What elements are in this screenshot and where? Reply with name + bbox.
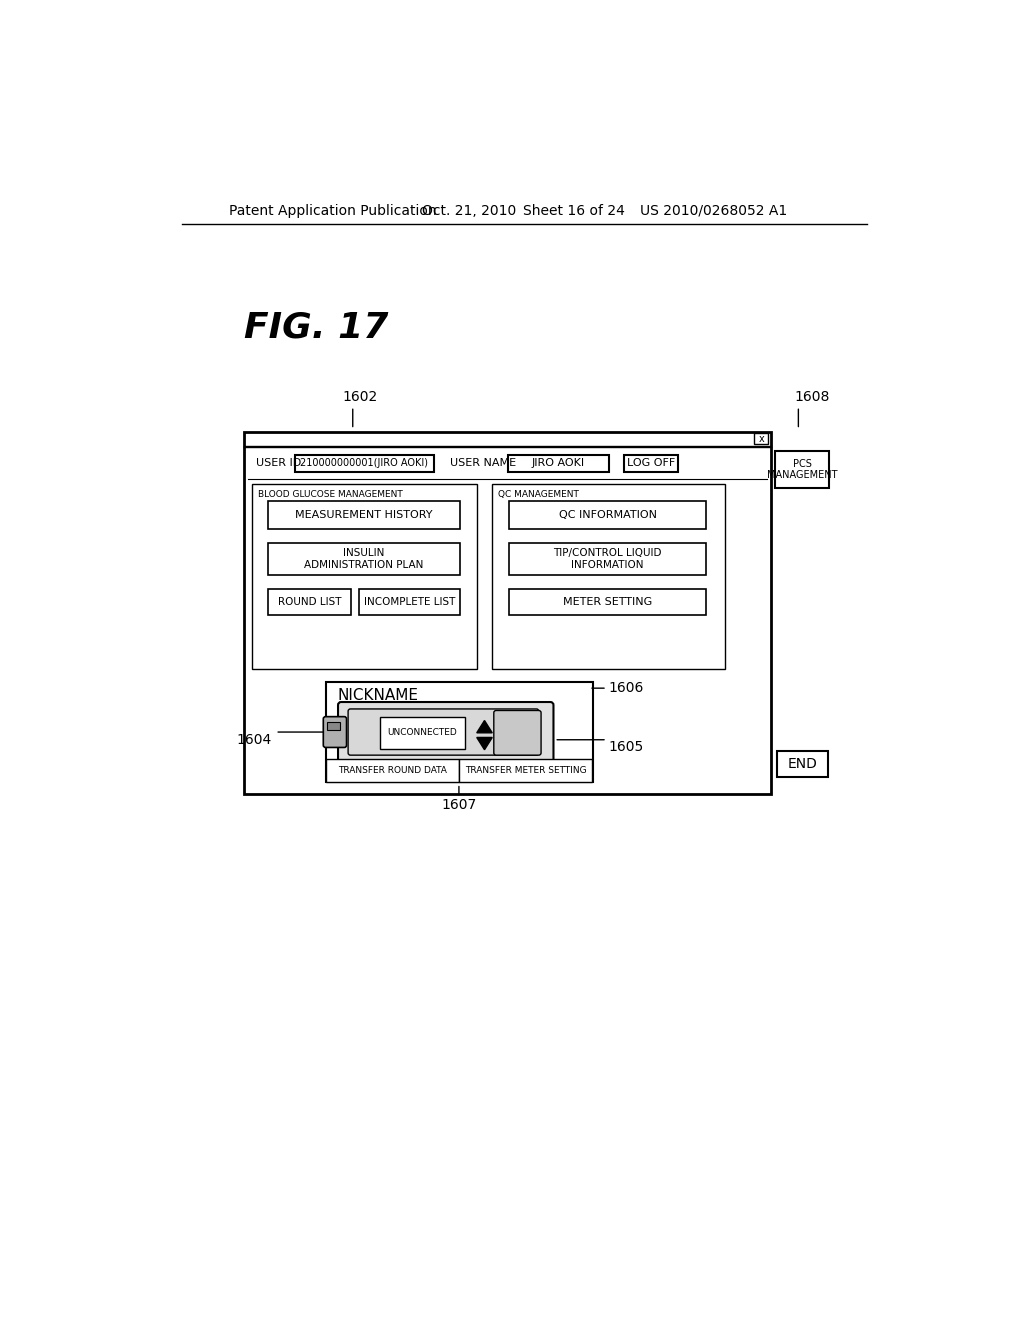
Polygon shape	[477, 738, 493, 750]
Text: BLOOD GLUCOSE MANAGEMENT: BLOOD GLUCOSE MANAGEMENT	[258, 490, 403, 499]
Text: PCS
MANAGEMENT: PCS MANAGEMENT	[767, 458, 838, 480]
Bar	[459, 759, 592, 781]
Text: Patent Application Publication: Patent Application Publication	[228, 203, 436, 218]
Bar	[326, 759, 459, 781]
Text: MEASUREMENT HISTORY: MEASUREMENT HISTORY	[295, 510, 432, 520]
Text: FIG. 17: FIG. 17	[245, 310, 389, 345]
FancyBboxPatch shape	[348, 709, 539, 755]
Text: INCOMPLETE LIST: INCOMPLETE LIST	[364, 597, 455, 607]
Text: TRANSFER ROUND DATA: TRANSFER ROUND DATA	[338, 766, 446, 775]
Bar	[624, 455, 678, 471]
Text: METER SETTING: METER SETTING	[563, 597, 652, 607]
Bar	[252, 484, 477, 669]
Bar	[509, 543, 707, 576]
Text: 1604: 1604	[237, 733, 271, 747]
Bar	[509, 589, 707, 615]
FancyBboxPatch shape	[324, 717, 346, 747]
Text: INSULIN
ADMINISTRATION PLAN: INSULIN ADMINISTRATION PLAN	[304, 548, 423, 570]
Bar	[775, 451, 829, 488]
Bar	[245, 432, 771, 793]
Bar	[755, 433, 768, 444]
FancyBboxPatch shape	[494, 710, 541, 755]
Bar	[508, 455, 608, 471]
Polygon shape	[477, 721, 493, 733]
Text: 1606: 1606	[608, 681, 644, 696]
Text: 210000000001(JIRO AOKI): 210000000001(JIRO AOKI)	[300, 458, 428, 469]
Text: LOG OFF: LOG OFF	[627, 458, 675, 469]
Text: USER ID: USER ID	[256, 458, 301, 469]
Text: US 2010/0268052 A1: US 2010/0268052 A1	[640, 203, 786, 218]
Bar	[777, 751, 827, 777]
FancyBboxPatch shape	[338, 702, 554, 762]
Text: 1602: 1602	[343, 391, 378, 404]
Text: JIRO AOKI: JIRO AOKI	[531, 458, 585, 469]
Text: Oct. 21, 2010: Oct. 21, 2010	[423, 203, 517, 218]
Text: NICKNAME: NICKNAME	[337, 688, 418, 704]
Bar	[267, 502, 460, 529]
Bar	[380, 717, 465, 748]
Text: TRANSFER METER SETTING: TRANSFER METER SETTING	[465, 766, 587, 775]
Bar	[328, 722, 340, 730]
Bar	[295, 455, 434, 471]
Bar	[267, 589, 351, 615]
Text: 1605: 1605	[608, 741, 644, 755]
Text: 1608: 1608	[795, 391, 829, 404]
Text: UNCONNECTED: UNCONNECTED	[388, 729, 458, 738]
Text: USER NAME: USER NAME	[450, 458, 516, 469]
Text: ROUND LIST: ROUND LIST	[278, 597, 341, 607]
Text: x: x	[759, 434, 764, 444]
Text: 1607: 1607	[441, 799, 476, 812]
Text: END: END	[787, 758, 817, 771]
Bar	[509, 502, 707, 529]
Bar	[359, 589, 460, 615]
Bar	[326, 682, 593, 781]
Text: TIP/CONTROL LIQUID
INFORMATION: TIP/CONTROL LIQUID INFORMATION	[554, 548, 662, 570]
Bar	[267, 543, 460, 576]
Text: QC MANAGEMENT: QC MANAGEMENT	[499, 490, 580, 499]
Text: Sheet 16 of 24: Sheet 16 of 24	[523, 203, 625, 218]
Text: QC INFORMATION: QC INFORMATION	[559, 510, 656, 520]
Bar	[493, 484, 725, 669]
